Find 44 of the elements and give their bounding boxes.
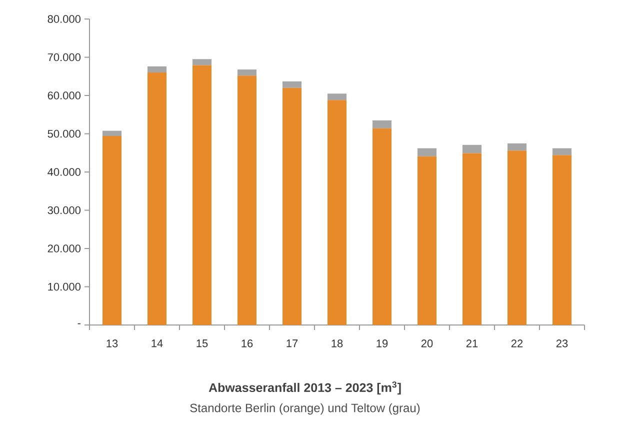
text: Standorte Berlin (orange) und Teltow (grau)	[190, 403, 420, 415]
y-tick-label: 60.000	[48, 92, 81, 100]
y-tick-label: -	[78, 323, 80, 324]
y-tick-label: 30.000	[48, 206, 81, 214]
bar	[418, 156, 437, 325]
x-tick-label: 15	[196, 340, 208, 348]
x-tick-label: 21	[466, 340, 478, 348]
bar	[418, 148, 437, 156]
bar	[552, 155, 572, 325]
bar	[102, 130, 122, 136]
text: Abwasseranfall 2013 – 2023 [m$^{3}$]	[208, 381, 401, 395]
x-tick-label: 17	[286, 340, 298, 348]
x-tick-label: 16	[242, 340, 253, 348]
x-tick-label: 23	[556, 340, 568, 348]
y-tick-label: 20.000	[48, 244, 81, 252]
bar	[508, 150, 527, 325]
x-tick-label: 20	[421, 340, 433, 348]
x-tick-label: 18	[332, 340, 343, 348]
bar	[372, 128, 392, 325]
bar	[508, 143, 527, 151]
x-tick-label: 13	[106, 340, 118, 348]
y-tick-label: 50.000	[48, 130, 81, 138]
bar	[552, 148, 572, 156]
bar	[192, 59, 212, 66]
bar	[282, 81, 302, 88]
x-tick-label: 22	[511, 340, 523, 348]
bar	[462, 144, 482, 154]
x-tick-label: 19	[376, 340, 388, 348]
bar	[282, 88, 302, 325]
bar	[328, 100, 347, 325]
x-tick-label: 14	[152, 340, 163, 348]
bar	[102, 136, 122, 325]
bar	[148, 66, 166, 73]
bar	[328, 94, 347, 100]
bar	[462, 153, 482, 325]
bar	[372, 120, 392, 128]
bar	[148, 72, 166, 325]
y-tick-label: 70.000	[48, 53, 81, 62]
bar	[192, 65, 212, 325]
bar	[238, 76, 256, 325]
y-tick-label: 80.000	[48, 15, 81, 23]
y-tick-label: 10.000	[48, 282, 81, 291]
bar	[238, 69, 256, 76]
y-tick-label: 40.000	[48, 168, 81, 176]
